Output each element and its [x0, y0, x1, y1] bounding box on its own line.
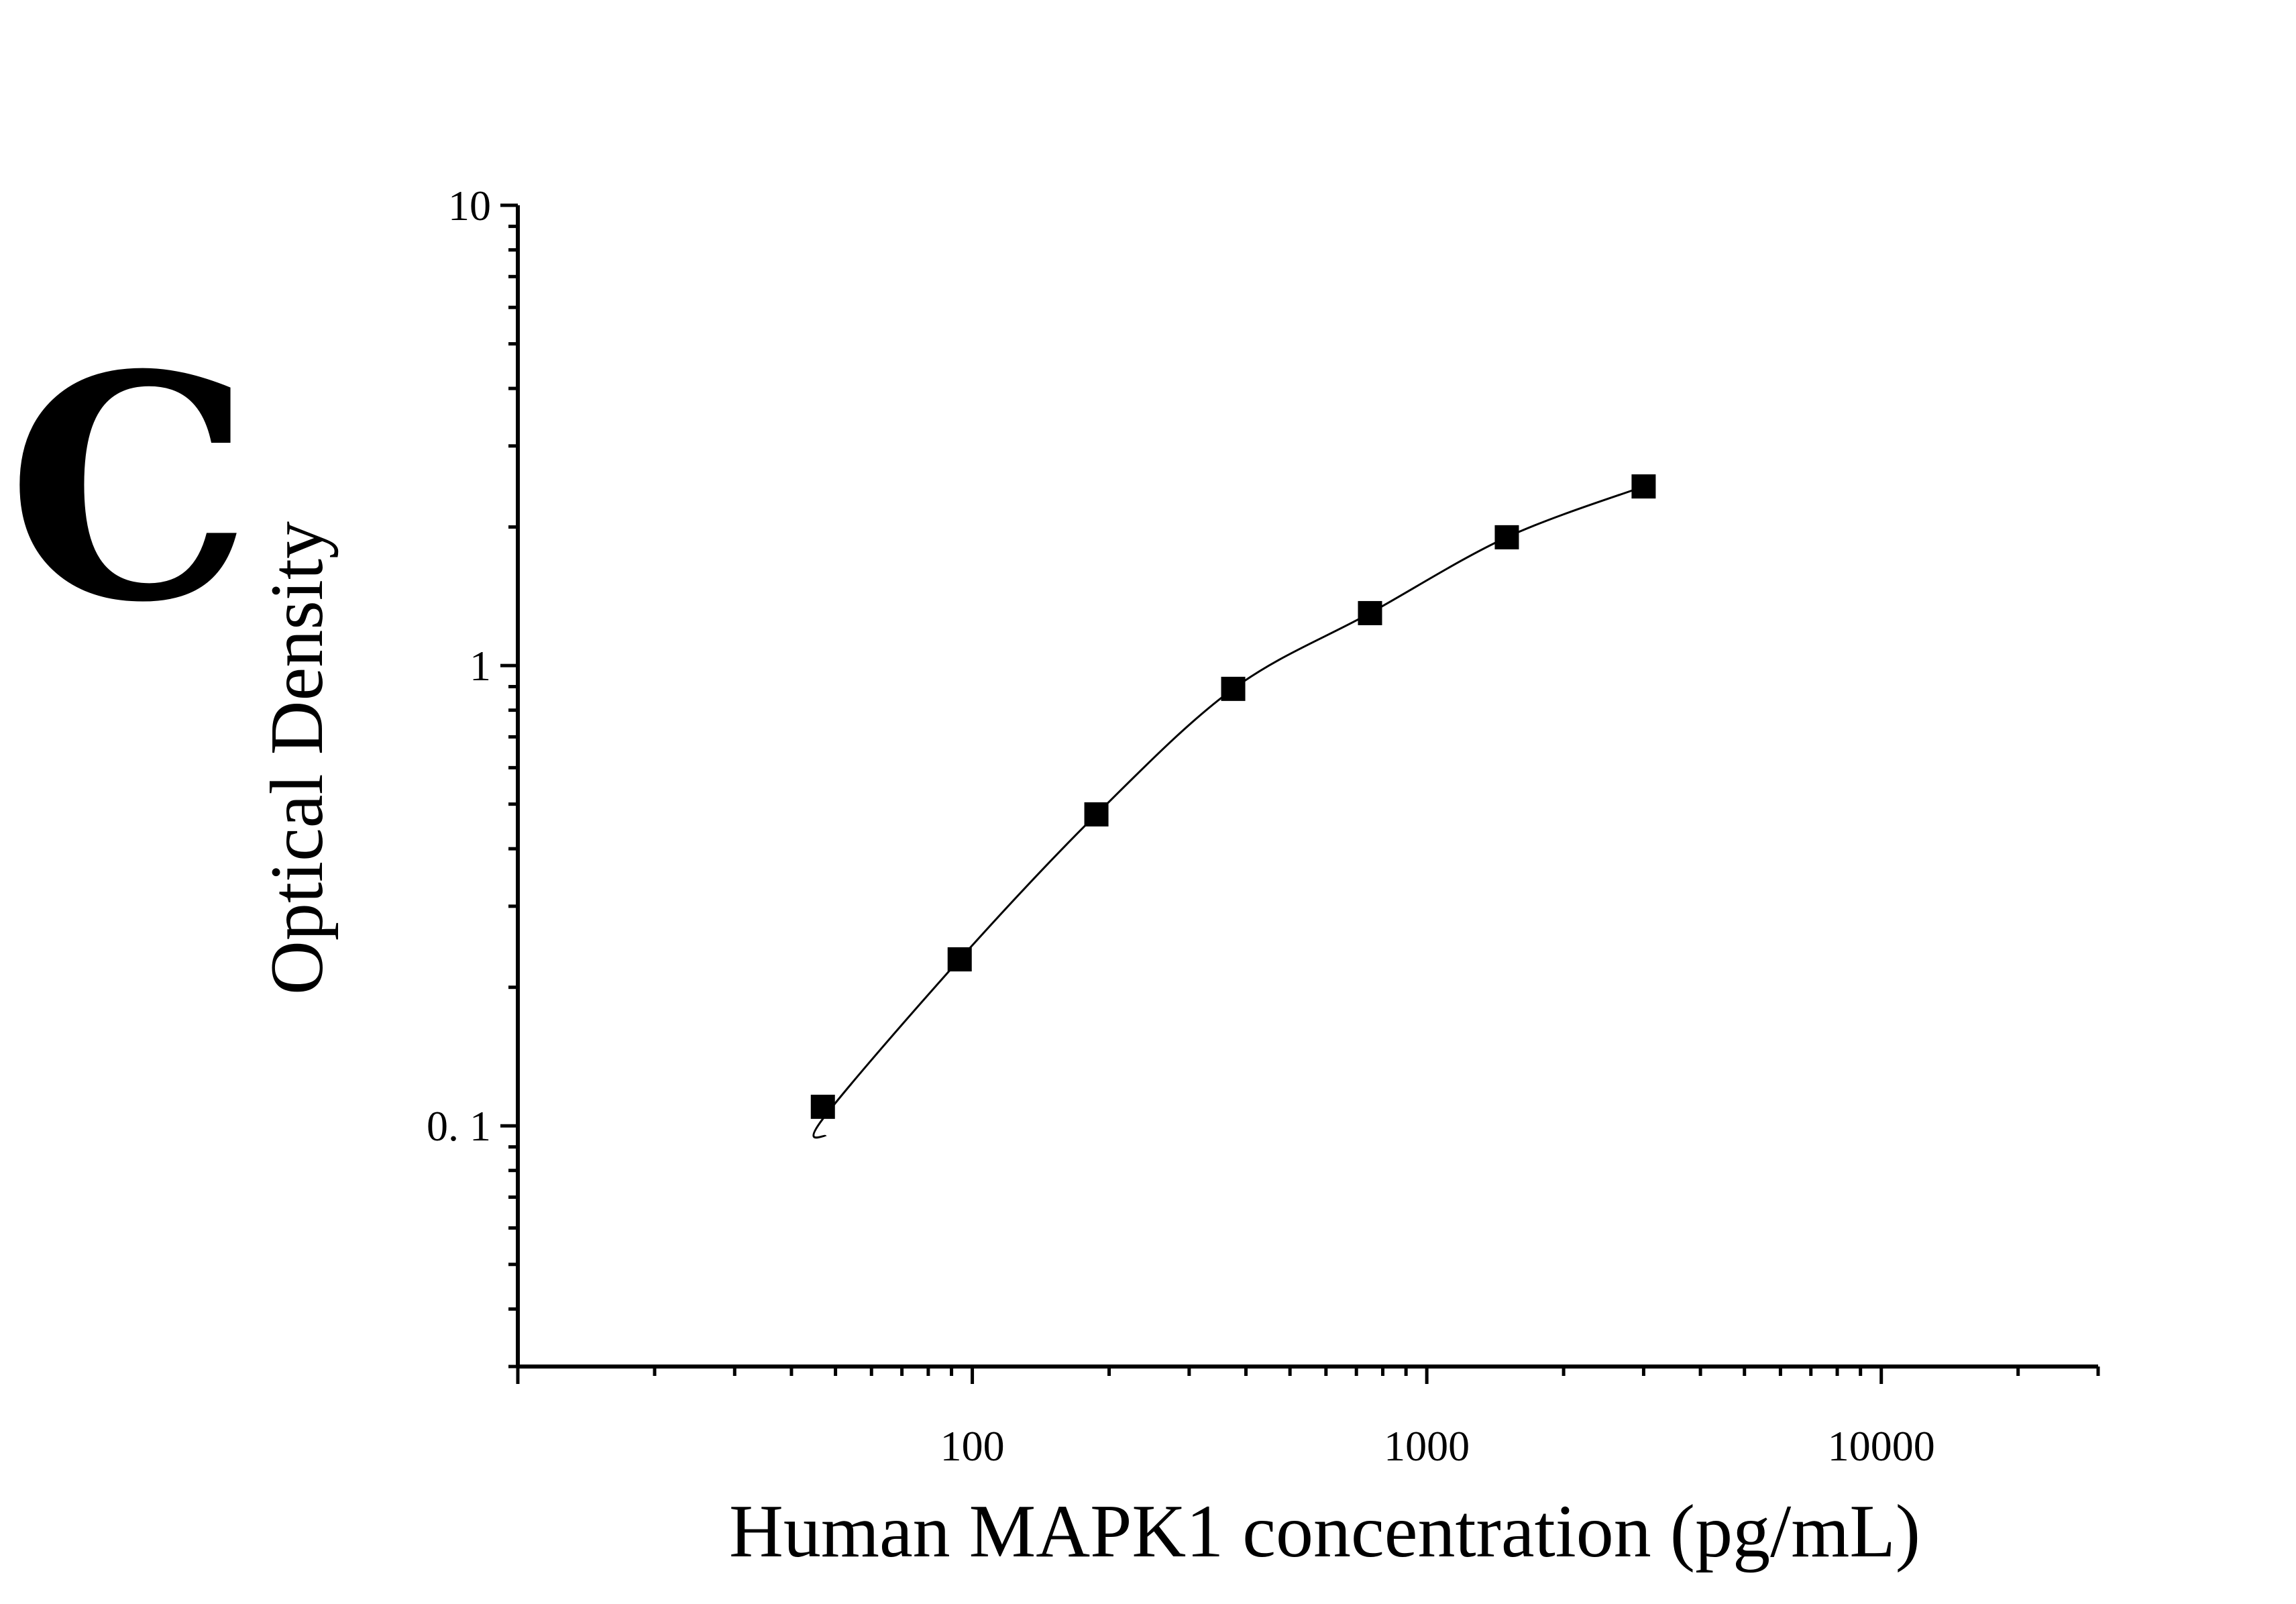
data-points — [810, 474, 1656, 1119]
x-axis-label: Human MAPK1 concentration (pg/mL) — [729, 1490, 1920, 1573]
x-tick-label: 1000 — [1384, 1422, 1470, 1470]
x-tick-label: 10000 — [1828, 1422, 1935, 1470]
data-point — [1221, 676, 1246, 701]
data-point — [810, 1094, 835, 1119]
tick-labels: 100 1000 10000 0. 1 1 10 — [427, 182, 1935, 1470]
y-tick-label: 1 — [470, 642, 491, 690]
data-point — [1494, 525, 1519, 549]
x-tick-label: 100 — [940, 1422, 1005, 1470]
data-point — [1631, 474, 1656, 499]
fit-curve — [812, 485, 1644, 1139]
y-tick-label: 10 — [448, 182, 491, 229]
y-tick-label: 0. 1 — [427, 1102, 491, 1150]
data-point — [947, 947, 972, 972]
axes — [500, 203, 2100, 1384]
panel-label: C — [7, 308, 252, 670]
data-point — [1084, 802, 1109, 826]
y-axis-label: Optical Density — [256, 521, 339, 995]
data-point — [1358, 600, 1382, 625]
